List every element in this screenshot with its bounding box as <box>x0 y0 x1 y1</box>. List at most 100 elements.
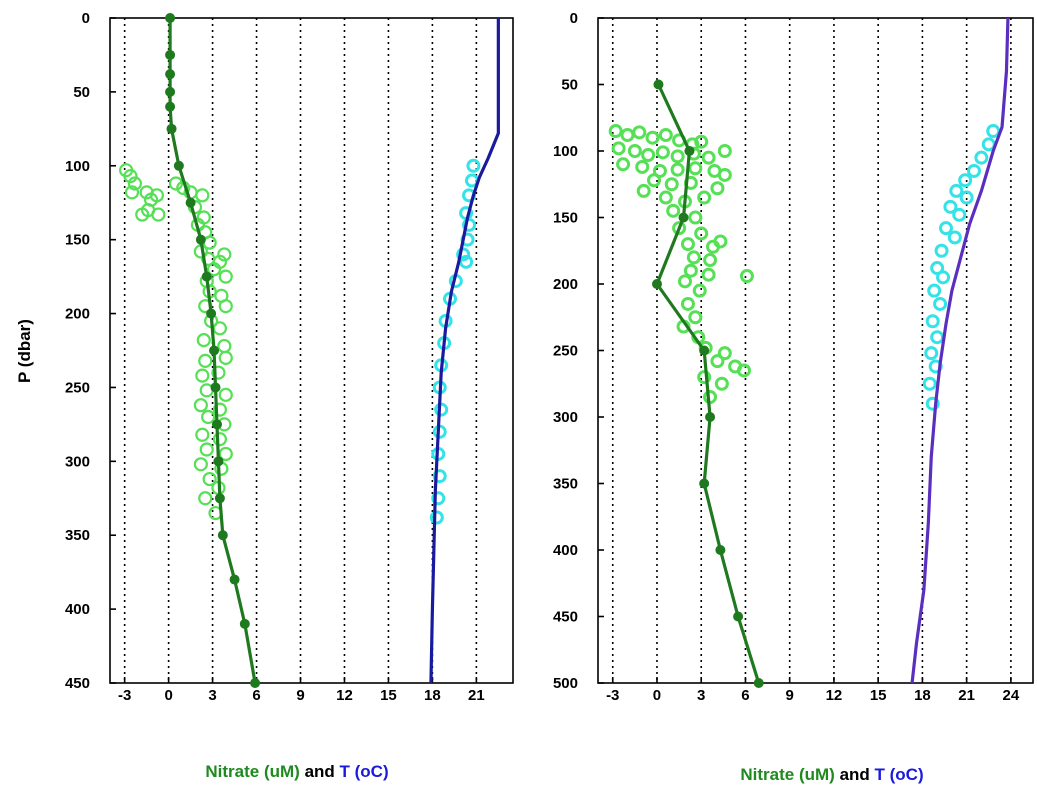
nitrate-samples-point <box>124 185 140 200</box>
y-tick-label: 150 <box>65 232 90 249</box>
x-label-temperature: T (oC) <box>875 765 924 784</box>
temperature-samples-point <box>947 230 962 245</box>
x-tick-label: 21 <box>468 687 485 704</box>
temperature-samples-point <box>943 199 958 214</box>
temperature-samples-point <box>925 314 940 329</box>
nitrate-samples-point <box>218 387 233 402</box>
temperature-samples-point <box>974 150 989 165</box>
x-tick-label: 12 <box>826 687 843 704</box>
nitrate-samples-point <box>655 145 670 160</box>
y-tick-label: 0 <box>82 10 90 27</box>
x-tick-label: -3 <box>118 687 131 704</box>
x-tick-label: 24 <box>1003 687 1020 704</box>
y-tick-label: 400 <box>65 601 90 618</box>
temperature-samples-point <box>927 283 942 298</box>
nitrate-samples-point <box>717 144 732 158</box>
nitrate-samples-point <box>678 274 692 289</box>
nitrate-samples-point <box>736 363 751 378</box>
y-axis-label: P (dbar) <box>15 319 34 383</box>
nitrate-samples-point <box>694 226 709 241</box>
nitrate-samples-point <box>701 267 716 282</box>
nitrate-samples-point <box>218 299 233 314</box>
nitrate-profile-marker <box>213 456 224 467</box>
nitrate-profile-marker <box>715 545 726 555</box>
temperature-samples-point <box>459 254 474 269</box>
x-tick-label: 21 <box>958 687 975 704</box>
nitrate-samples-point <box>645 130 660 145</box>
nitrate-samples-point <box>611 141 626 156</box>
nitrate-profile-marker <box>210 382 221 393</box>
nitrate-profile-marker <box>165 101 176 112</box>
temperature-samples-point <box>986 124 1001 139</box>
y-tick-label: 400 <box>553 542 578 559</box>
temperature-samples-point <box>434 402 449 417</box>
x-tick-label: 6 <box>252 687 260 704</box>
nitrate-profile-marker <box>165 49 176 60</box>
nitrate-profile-marker <box>165 13 176 23</box>
x-label-and: and <box>835 765 875 784</box>
temperature-samples-point <box>922 376 937 391</box>
x-tick-label: 18 <box>424 687 441 704</box>
nitrate-profile-marker <box>699 345 710 356</box>
temperature-samples-point <box>432 469 447 484</box>
nitrate-samples-point <box>620 128 635 143</box>
temperature-samples-point <box>466 158 481 173</box>
x-tick-label: 15 <box>870 687 887 704</box>
nitrate-samples-point <box>688 210 703 225</box>
nitrate-samples-point <box>710 181 725 196</box>
nitrate-samples-point <box>666 203 681 218</box>
nitrate-profile-line <box>655 83 761 684</box>
nitrate-samples-point <box>710 354 725 369</box>
nitrate-samples-point <box>694 134 709 149</box>
nitrate-samples-point <box>692 283 707 298</box>
y-tick-label: 450 <box>65 675 90 692</box>
nitrate-samples-point <box>151 207 166 222</box>
nitrate-samples-point <box>193 398 208 413</box>
y-tick-label: 50 <box>73 84 90 101</box>
nitrate-samples-point <box>636 183 651 198</box>
nitrate-samples-point <box>198 491 213 506</box>
x-label-nitrate: Nitrate (uM) <box>205 762 299 781</box>
x-label-and: and <box>300 762 340 781</box>
y-tick-label: 100 <box>65 158 90 175</box>
nitrate-profile-marker <box>166 123 177 134</box>
x-tick-label: 3 <box>697 687 705 704</box>
x-label-nitrate: Nitrate (uM) <box>740 765 834 784</box>
nitrate-samples-point <box>697 190 712 205</box>
nitrate-profile-marker <box>214 493 225 504</box>
nitrate-profile-marker <box>173 160 184 171</box>
nitrate-samples-point <box>688 310 703 325</box>
nitrate-samples-point <box>195 368 210 383</box>
nitrate-samples-point <box>670 149 685 164</box>
nitrate-profile-marker <box>201 271 212 282</box>
y-tick-label: 0 <box>570 10 578 27</box>
nitrate-samples-point <box>717 167 732 182</box>
nitrate-profile-marker <box>206 308 217 319</box>
nitrate-samples-point <box>713 234 728 249</box>
nitrate-profile-marker <box>195 234 206 245</box>
x-label-temperature: T (oC) <box>340 762 389 781</box>
y-tick-label: 200 <box>65 306 90 323</box>
nitrate-samples-point <box>616 157 631 172</box>
nitrate-samples-point <box>212 402 228 417</box>
nitrate-samples-point <box>672 221 687 236</box>
temperature-samples-point <box>967 163 982 178</box>
x-tick-label: 15 <box>380 687 397 704</box>
nitrate-samples-point <box>212 321 228 336</box>
nitrate-samples-point <box>199 442 214 457</box>
temperature-samples-point <box>959 190 974 205</box>
nitrate-samples-point <box>218 269 233 284</box>
nitrate-samples-point <box>198 353 213 368</box>
nitrate-samples-point <box>680 237 695 252</box>
y-tick-label: 150 <box>553 210 578 227</box>
nitrate-samples-point <box>168 176 184 191</box>
y-tick-label: 50 <box>561 77 578 94</box>
x-tick-label: 18 <box>914 687 931 704</box>
nitrate-profile-marker <box>217 530 228 541</box>
nitrate-samples-point <box>201 409 216 425</box>
temperature-samples-point <box>934 243 949 258</box>
nitrate-samples-point <box>680 296 695 311</box>
y-tick-label: 350 <box>65 527 90 544</box>
nitrate-samples-point <box>658 128 673 143</box>
